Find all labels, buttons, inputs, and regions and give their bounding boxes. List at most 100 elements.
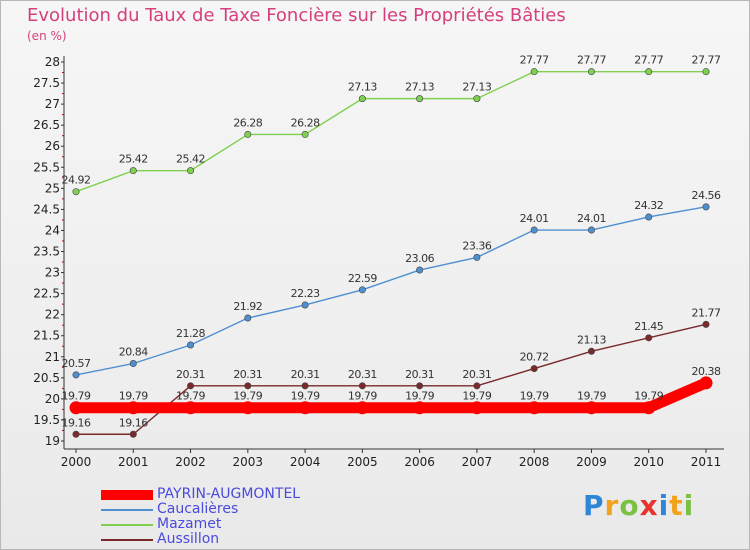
x-tick-label: 2006 bbox=[404, 455, 435, 469]
data-point bbox=[413, 401, 427, 415]
data-point bbox=[587, 68, 595, 76]
data-point bbox=[702, 68, 710, 76]
data-label: 20.31 bbox=[176, 368, 205, 381]
data-point bbox=[699, 376, 713, 390]
series-line bbox=[75, 206, 707, 376]
data-point bbox=[355, 401, 369, 415]
data-label: 19.79 bbox=[176, 390, 205, 403]
x-tick-label: 2001 bbox=[118, 455, 149, 469]
data-point bbox=[301, 130, 309, 138]
legend-label: Aussillon bbox=[157, 531, 220, 547]
data-point bbox=[129, 360, 137, 368]
data-label: 20.72 bbox=[520, 351, 549, 364]
data-point bbox=[642, 401, 656, 415]
y-tick-label: 26.5 bbox=[33, 118, 60, 132]
logo-letter: r bbox=[604, 489, 620, 522]
y-tick-label: 28 bbox=[45, 55, 60, 69]
data-label: 23.36 bbox=[462, 239, 491, 252]
data-label: 21.77 bbox=[692, 306, 721, 319]
data-point bbox=[416, 382, 424, 390]
data-label: 24.32 bbox=[634, 199, 663, 212]
legend-item: Caucalières bbox=[101, 502, 300, 517]
data-label: 24.01 bbox=[520, 212, 549, 225]
data-label: 26.28 bbox=[291, 116, 320, 129]
data-label: 19.79 bbox=[405, 390, 434, 403]
legend-item: Aussillon bbox=[101, 532, 300, 547]
x-tick-label: 2010 bbox=[633, 455, 664, 469]
y-tick-label: 22 bbox=[45, 308, 60, 322]
data-point bbox=[358, 286, 366, 294]
x-tick-label: 2003 bbox=[233, 455, 264, 469]
y-tick-label: 19.5 bbox=[33, 413, 60, 427]
data-label: 25.42 bbox=[176, 153, 205, 166]
y-tick-label: 27 bbox=[45, 97, 60, 111]
logo-letter: o bbox=[619, 489, 640, 522]
data-label: 19.79 bbox=[62, 390, 91, 403]
legend-swatch bbox=[101, 523, 153, 526]
data-point bbox=[358, 382, 366, 390]
data-label: 20.31 bbox=[233, 368, 262, 381]
legend: PAYRIN-AUGMONTEL Caucalières Mazamet Aussil… bbox=[101, 487, 300, 547]
data-point bbox=[184, 401, 198, 415]
data-point bbox=[473, 382, 481, 390]
chart-title: Evolution du Taux de Taxe Foncière sur l… bbox=[27, 5, 566, 26]
data-label: 20.38 bbox=[692, 365, 721, 378]
data-point bbox=[416, 95, 424, 103]
data-label: 27.77 bbox=[520, 54, 549, 67]
data-point bbox=[187, 167, 195, 175]
data-point bbox=[587, 226, 595, 234]
data-label: 20.31 bbox=[462, 368, 491, 381]
y-tick-label: 23 bbox=[45, 266, 60, 280]
y-tick-label: 25 bbox=[45, 181, 60, 195]
legend-label: Caucalières bbox=[157, 501, 239, 517]
proxiti-logo: Proxiti bbox=[583, 489, 694, 522]
x-tick-label: 2000 bbox=[61, 455, 92, 469]
data-label: 20.31 bbox=[291, 368, 320, 381]
y-tick-label: 22.5 bbox=[33, 287, 60, 301]
data-label: 20.84 bbox=[119, 346, 148, 359]
data-point bbox=[530, 226, 538, 234]
data-label: 19.79 bbox=[577, 390, 606, 403]
data-point bbox=[584, 401, 598, 415]
x-tick-label: 2005 bbox=[347, 455, 378, 469]
x-tick-label: 2011 bbox=[691, 455, 722, 469]
data-point bbox=[69, 401, 83, 415]
series-line bbox=[75, 323, 707, 435]
x-tick-label: 2008 bbox=[519, 455, 550, 469]
y-tick-label: 24 bbox=[45, 223, 60, 237]
data-point bbox=[473, 253, 481, 261]
logo-letter: t bbox=[669, 489, 684, 522]
series-points bbox=[69, 68, 713, 438]
data-label: 26.28 bbox=[233, 116, 262, 129]
data-point bbox=[645, 68, 653, 76]
data-label: 24.92 bbox=[62, 174, 91, 187]
data-point bbox=[530, 68, 538, 76]
data-point bbox=[702, 203, 710, 211]
series-line bbox=[70, 377, 712, 414]
y-tick-label: 25.5 bbox=[33, 160, 60, 174]
data-point bbox=[241, 401, 255, 415]
data-label: 19.79 bbox=[462, 390, 491, 403]
y-tick-label: 20.5 bbox=[33, 371, 60, 385]
legend-item: PAYRIN-AUGMONTEL bbox=[101, 487, 300, 502]
data-point bbox=[126, 401, 140, 415]
y-tick-label: 23.5 bbox=[33, 245, 60, 259]
data-label: 27.13 bbox=[405, 81, 434, 94]
data-label: 20.57 bbox=[62, 357, 91, 370]
data-label: 21.13 bbox=[577, 333, 606, 346]
data-point bbox=[298, 401, 312, 415]
data-label: 27.13 bbox=[348, 81, 377, 94]
data-label: 27.13 bbox=[462, 81, 491, 94]
data-label: 19.16 bbox=[119, 416, 148, 429]
x-tick-label: 2002 bbox=[175, 455, 206, 469]
data-point bbox=[129, 167, 137, 175]
data-label: 20.31 bbox=[405, 368, 434, 381]
y-tick-label: 27.5 bbox=[33, 76, 60, 90]
logo-letter: i bbox=[658, 489, 670, 522]
logo-letter: i bbox=[683, 489, 695, 522]
x-tick-label: 2009 bbox=[576, 455, 607, 469]
data-point bbox=[470, 401, 484, 415]
data-point bbox=[416, 266, 424, 274]
